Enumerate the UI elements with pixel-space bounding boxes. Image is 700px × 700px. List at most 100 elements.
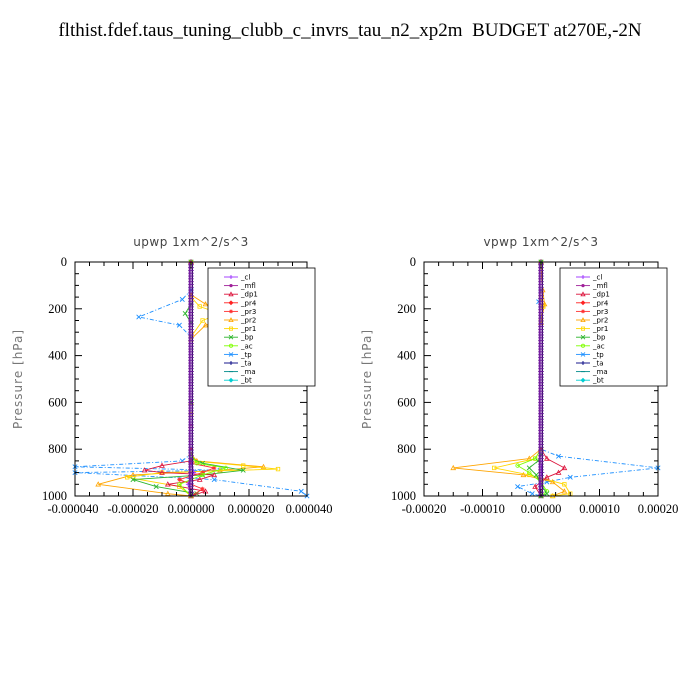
- legend-entry: _tp: [224, 351, 252, 359]
- x-tick-label: -0.000040: [47, 502, 98, 516]
- legend-entry: _mfl: [224, 282, 256, 290]
- y-tick-label: 200: [397, 302, 416, 316]
- data-point: [164, 490, 171, 496]
- legend-entry: _bp: [576, 334, 606, 342]
- legend-label: _ma: [240, 368, 256, 376]
- legend-marker: [581, 343, 586, 348]
- legend-label: _bp: [240, 334, 254, 342]
- data-point: [212, 465, 217, 471]
- data-point: [197, 304, 202, 309]
- legend-label: _pr2: [240, 317, 256, 325]
- y-tick-label: 400: [48, 349, 67, 363]
- legend-label: _pr3: [592, 308, 608, 316]
- legend-entry: _bt: [224, 377, 252, 385]
- legend-marker: [580, 291, 586, 297]
- legend-label: _bt: [592, 377, 604, 385]
- zero-line-markers: [188, 259, 194, 498]
- legend-marker: [228, 317, 234, 322]
- data-point: [153, 484, 159, 490]
- data-point: [130, 477, 136, 483]
- data-point: [194, 461, 199, 466]
- data-point: [200, 470, 205, 475]
- legend: _cl_mfl_dp1_pr4_pr3_pr2_pr1_bp_ac_tp_ta_…: [559, 267, 668, 387]
- legend-label: _cl: [240, 274, 250, 282]
- legend-marker: [228, 291, 234, 297]
- legend-entry: _pr4: [576, 299, 609, 307]
- legend-marker: [580, 300, 586, 306]
- legend-entry: _pr3: [224, 308, 256, 316]
- legend-marker: [580, 317, 586, 322]
- legend-entry: _ta: [224, 360, 252, 368]
- data-point: [164, 481, 171, 487]
- data-point: [492, 465, 497, 471]
- legend-entry: _pr1: [576, 325, 608, 333]
- x-tick-label: 0.00020: [638, 502, 679, 516]
- y-axis-label: Pressure [hPa]: [11, 329, 25, 429]
- chart-panel-vpwp: vpwp 1xm^2/s^3 Pressure [hPa] 0 200 400 600 80…: [360, 235, 678, 516]
- data-point: [95, 481, 102, 487]
- data-point: [561, 464, 568, 471]
- legend-label: _mfl: [592, 282, 608, 290]
- x-tick-label: 0.00000: [521, 502, 562, 516]
- x-tick-label: -0.00010: [460, 502, 505, 516]
- legend-marker: [229, 275, 233, 279]
- x-tick-label: 0.00010: [579, 502, 620, 516]
- legend-entry: _pr4: [224, 299, 257, 307]
- chart-panel-upwp: upwp 1xm^2/s^3 Pressure [hPa] 0 200 400 600 80…: [11, 235, 332, 516]
- data-point: [275, 466, 281, 472]
- legend-label: _cl: [592, 274, 602, 282]
- data-point: [450, 464, 457, 471]
- legend-entry: _ma: [224, 368, 256, 376]
- legend-label: _pr1: [240, 325, 256, 333]
- legend-label: _pr1: [592, 325, 608, 333]
- legend: _cl_mfl_dp1_pr4_pr3_pr2_pr1_bp_ac_tp_ta_…: [207, 267, 316, 387]
- legend-entry: _pr2: [224, 317, 256, 325]
- series-line: [494, 262, 572, 497]
- data-point: [567, 474, 573, 480]
- y-tick-label: 600: [48, 395, 67, 409]
- y-tick-label: 1000: [391, 489, 416, 503]
- series-line: [453, 261, 566, 497]
- data-point: [260, 463, 267, 469]
- data-point: [520, 471, 527, 478]
- y-tick-label: 800: [48, 442, 67, 456]
- data-point: [543, 474, 550, 480]
- data-point: [200, 472, 205, 478]
- legend-marker: [229, 361, 233, 365]
- legend-marker: [580, 377, 586, 383]
- data-point: [196, 476, 203, 482]
- legend-marker: [581, 275, 585, 279]
- data-point: [515, 484, 521, 490]
- legend-marker: [228, 334, 234, 340]
- legend-label: _dp1: [592, 291, 610, 299]
- y-tick-label: 600: [397, 395, 416, 409]
- legend-entry: _pr1: [224, 325, 256, 333]
- y-tick-label: 400: [397, 349, 416, 363]
- legend-marker: [581, 326, 586, 331]
- data-point: [532, 483, 539, 489]
- legend-entry: _dp1: [224, 291, 258, 299]
- legend-label: _mfl: [240, 282, 256, 290]
- legend-marker: [228, 326, 233, 331]
- x-tick-label: 0.000020: [228, 502, 275, 516]
- legend-entry: _ac: [224, 342, 253, 350]
- legend-entry: _dp1: [576, 291, 610, 299]
- data-point: [562, 482, 567, 487]
- legend-marker: [581, 361, 585, 365]
- legend-box: [559, 267, 668, 387]
- data-point: [182, 310, 188, 316]
- data-point: [200, 318, 205, 323]
- legend-entry: _ma: [576, 368, 608, 376]
- data-point: [543, 455, 550, 461]
- legend-marker: [228, 343, 233, 348]
- data-point: [177, 482, 182, 487]
- legend-label: _ta: [240, 360, 252, 368]
- legend-entry: _pr3: [576, 308, 608, 316]
- data-point: [159, 469, 165, 475]
- data-point: [240, 467, 246, 473]
- legend-label: _dp1: [240, 291, 258, 299]
- legend-entry: _tp: [576, 351, 604, 359]
- series-bp: [526, 259, 550, 499]
- legend-entry: _cl: [224, 274, 250, 282]
- page-title: flthist.fdef.taus_tuning_clubb_c_invrs_t…: [58, 20, 642, 41]
